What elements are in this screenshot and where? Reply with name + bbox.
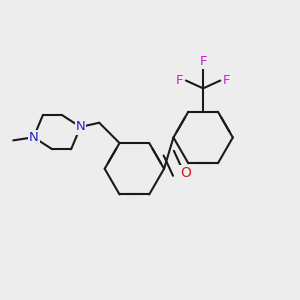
- Text: O: O: [181, 167, 191, 180]
- Text: F: F: [223, 74, 230, 87]
- Text: N: N: [76, 120, 85, 134]
- Text: N: N: [29, 131, 38, 144]
- Text: F: F: [176, 74, 183, 87]
- Text: F: F: [200, 55, 207, 68]
